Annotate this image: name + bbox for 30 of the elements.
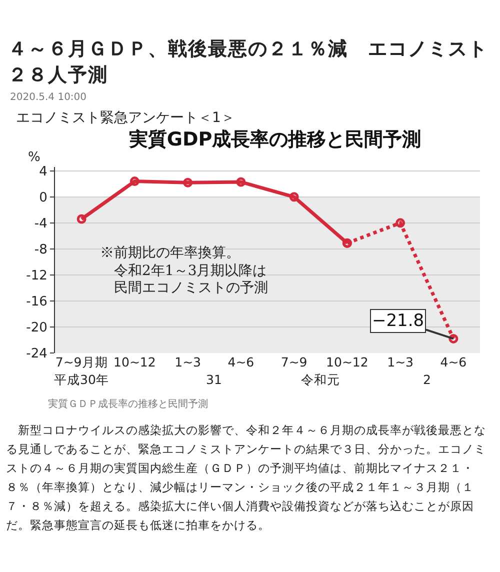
text: 31 <box>206 372 222 387</box>
y-tick-label: -16 <box>26 294 48 310</box>
text: エコノミスト緊急アンケート＜1＞ <box>16 109 236 127</box>
data-label: −21.8 <box>372 311 424 331</box>
y-axis-title: % <box>28 150 40 165</box>
text: 実質ＧＤＰ成長率の推移と民間予測 <box>48 398 209 411</box>
annotation: 令和2年1～3月期以降は民間エコノミストの予測 <box>114 263 269 297</box>
x-tick-label: 1~3 <box>387 354 414 370</box>
x-tick-label: 7~9月期 <box>55 354 108 370</box>
text: 新型コロナウイルスの感染拡大の影響で、令和２年４～６月期の成長率が戦後最悪となる見通しであることが、緊急エコノミストアンケートの結果で３日、分かった。エコノミストの４～６月期の実質国内総生産（ＧＤＰ）の予測平均値は、前期比マイナス２１・８％（年率換算）となり、減少幅はリーマン・ショック後の平成２１年１～３月期（１７・８％減）を超える。感染拡大に伴い個人消費や設備投資などが落ち込むことが原因だ。緊急事態宣言の延長も低迷に拍車をかける。 <box>6 422 487 534</box>
y-tick-label: -4 <box>34 216 48 232</box>
x-tick-label: 4~6 <box>228 354 254 370</box>
y-tick-label: -12 <box>26 268 48 284</box>
chart-title: ４～６月ＧＤＰ、戦後最悪の２１％減 エコノミスト２８人予測 <box>8 37 489 88</box>
x-tick-label: 4~6 <box>440 354 467 370</box>
x-tick-label: 10~12 <box>114 354 156 370</box>
text: 2020.5.4 10:00 <box>10 92 88 103</box>
text: 平成30年 <box>54 372 109 387</box>
x-tick-label: 7~9 <box>280 354 308 370</box>
annotation: ※前期比の年率換算。 <box>100 245 240 262</box>
y-tick-label: 4 <box>39 164 48 180</box>
y-tick-label: -8 <box>34 242 48 258</box>
chart-subtitle: 実質GDP成長率の推移と民間予測 <box>128 128 422 151</box>
text: 2 <box>423 372 431 387</box>
x-tick-label: 1~3 <box>174 354 202 370</box>
text: 令和元 <box>301 372 340 387</box>
y-tick-label: -20 <box>26 320 48 336</box>
y-tick-label: -24 <box>26 346 48 362</box>
y-tick-label: 0 <box>39 190 48 206</box>
x-tick-label: 10~12 <box>326 354 368 370</box>
